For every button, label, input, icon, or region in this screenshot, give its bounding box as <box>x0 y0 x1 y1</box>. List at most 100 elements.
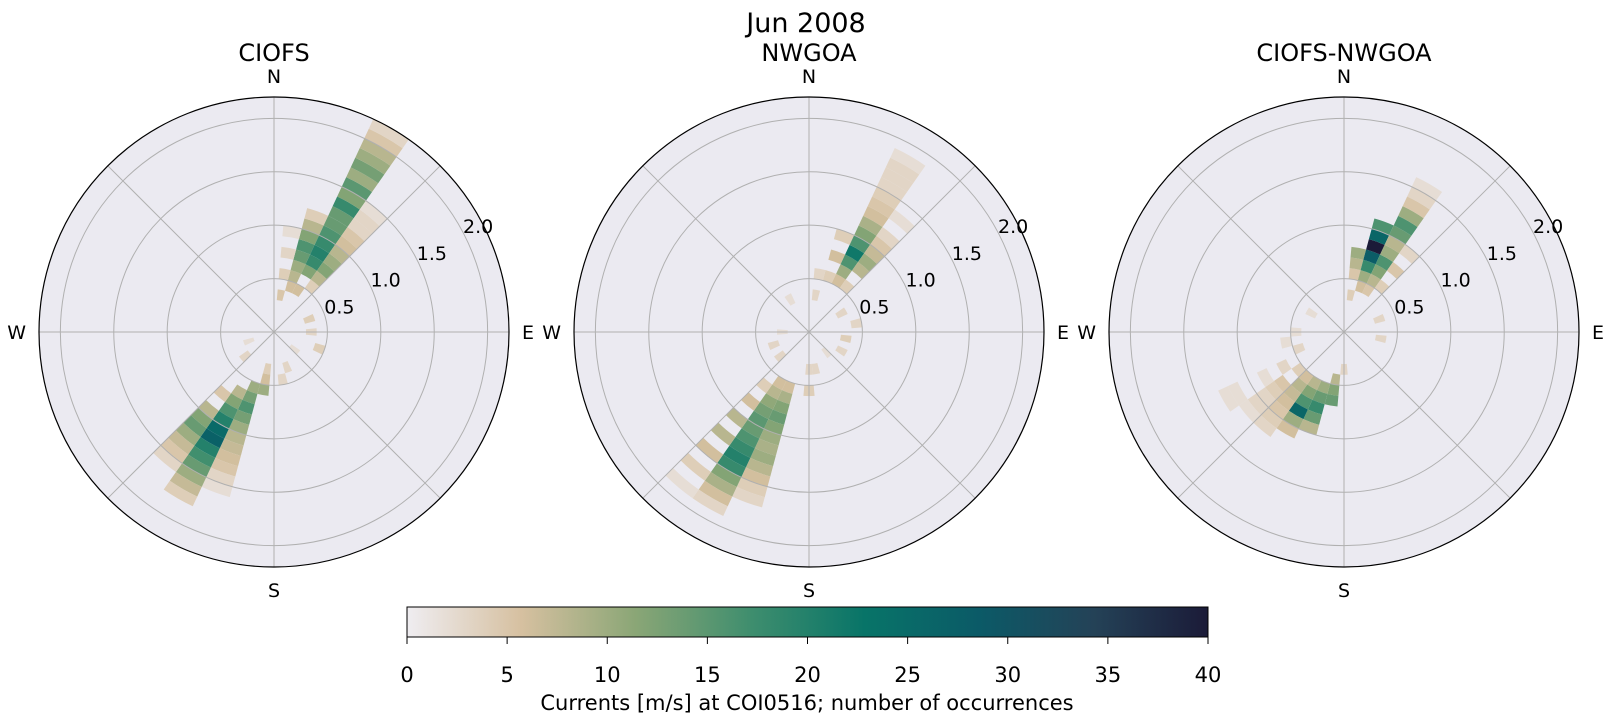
rose-bin <box>836 264 852 280</box>
rose-bin <box>665 467 699 499</box>
rose-bin <box>784 293 796 306</box>
rose-bin <box>1256 387 1277 408</box>
rose-bin <box>289 344 301 355</box>
rose-bin <box>355 148 391 175</box>
rose-bin <box>347 218 373 242</box>
rose-bin <box>710 463 742 487</box>
rose-bin <box>219 438 244 456</box>
rose-bin <box>1227 381 1248 406</box>
rose-bin <box>323 253 342 272</box>
rose-bin <box>763 419 785 436</box>
rose-bin <box>314 235 336 254</box>
rose-bin <box>353 209 380 234</box>
rose-bin <box>169 472 202 497</box>
rose-bin <box>773 350 787 363</box>
rose-bin <box>277 373 288 386</box>
rose-bin <box>1350 246 1367 260</box>
rose-bin <box>243 337 255 346</box>
rose-bin <box>1402 196 1430 219</box>
figure-suptitle: Jun 2008 <box>744 8 865 39</box>
radial-tick-label: 1.5 <box>1487 243 1517 265</box>
rose-bin <box>858 215 883 236</box>
rose-bin <box>772 375 787 391</box>
angular-gridline <box>642 165 810 333</box>
rose-bin <box>329 244 350 265</box>
rose-bin <box>1380 244 1400 262</box>
rose-bin <box>736 477 768 498</box>
rose-bin <box>282 361 293 374</box>
rose-bin <box>212 410 234 429</box>
rose-bin <box>359 138 397 166</box>
rose-bin <box>1355 280 1367 294</box>
radial-tick-label: 0.5 <box>1394 296 1424 318</box>
rose-bin <box>341 226 365 249</box>
rose-bin <box>1393 215 1418 236</box>
rose-bin <box>364 128 403 157</box>
radial-tick-label: 0.5 <box>859 296 889 318</box>
panel-title: NWGOA <box>761 39 857 67</box>
rose-bin <box>316 261 335 280</box>
angular-gridline <box>1343 331 1511 499</box>
rose-bin <box>692 489 728 516</box>
rose-bin <box>876 177 908 201</box>
rose-bin <box>1247 393 1269 416</box>
rose-bin <box>885 157 920 184</box>
rose-bin <box>849 235 871 254</box>
rose-bin <box>1373 313 1386 324</box>
rose-bin <box>888 209 915 234</box>
direction-label: W <box>1077 322 1096 344</box>
rose-bin <box>1276 359 1292 375</box>
panel-title: CIOFS <box>238 39 309 67</box>
radial-tick-label: 2.0 <box>998 216 1028 238</box>
rose-bin <box>175 463 207 487</box>
angular-gridline <box>642 331 810 499</box>
colorbar-tick-label: 0 <box>400 663 413 687</box>
rose-bin <box>1298 419 1320 436</box>
rose-bin <box>319 225 342 245</box>
rose-bin <box>741 467 771 487</box>
colorbar-ticks: 0 5 10 15 20 25 30 35 40 <box>400 637 1221 687</box>
rose-bin <box>881 167 914 192</box>
rose-bin <box>182 454 211 478</box>
rose-bin <box>1268 399 1289 420</box>
rose-bin <box>1371 264 1387 280</box>
rose-bin <box>1366 273 1381 289</box>
polar-panel: CIOFS-NWGOA 0.5 1.0 1.5 2.0 N E S W <box>1077 39 1604 602</box>
colorbar-tick-label: 20 <box>794 663 821 687</box>
rose-bin <box>341 177 373 201</box>
rose-bin <box>840 254 859 271</box>
rose-bin <box>194 437 220 458</box>
rose-bin <box>1283 384 1302 403</box>
rose-bin <box>835 307 848 319</box>
rose-bin <box>851 261 870 280</box>
rose-bin <box>323 215 348 236</box>
rose-bin <box>175 422 201 446</box>
rose-bin <box>346 167 379 192</box>
rose-bin <box>858 253 877 272</box>
rose-bin <box>285 280 297 294</box>
rose-bin <box>747 410 769 429</box>
angular-gridline <box>808 165 976 333</box>
rose-bin <box>1384 235 1406 254</box>
rose-bin <box>1307 375 1322 391</box>
rose-bin <box>1371 218 1394 236</box>
rose-bin <box>280 246 297 260</box>
rose-bin <box>278 268 291 281</box>
rose-bin <box>298 228 320 245</box>
rose-bin <box>717 454 746 478</box>
rose-bin <box>1349 257 1364 271</box>
rose-bin <box>1375 254 1394 271</box>
polar-frame <box>1108 96 1580 568</box>
colorbar-tick-label: 30 <box>994 663 1021 687</box>
rose-bin <box>1265 381 1284 400</box>
direction-label: E <box>522 322 534 344</box>
rose-bin <box>153 445 183 473</box>
colorbar-tick-label: 15 <box>694 663 721 687</box>
angular-gridline <box>1177 331 1345 499</box>
rose-bin <box>215 448 241 467</box>
radial-tick-label: 2.0 <box>1533 216 1563 238</box>
colorbar: 0 5 10 15 20 25 30 35 40 Currents [m/s] at COI05… <box>400 606 1221 715</box>
rose-bin <box>293 249 311 265</box>
rose-bin <box>1256 368 1274 388</box>
